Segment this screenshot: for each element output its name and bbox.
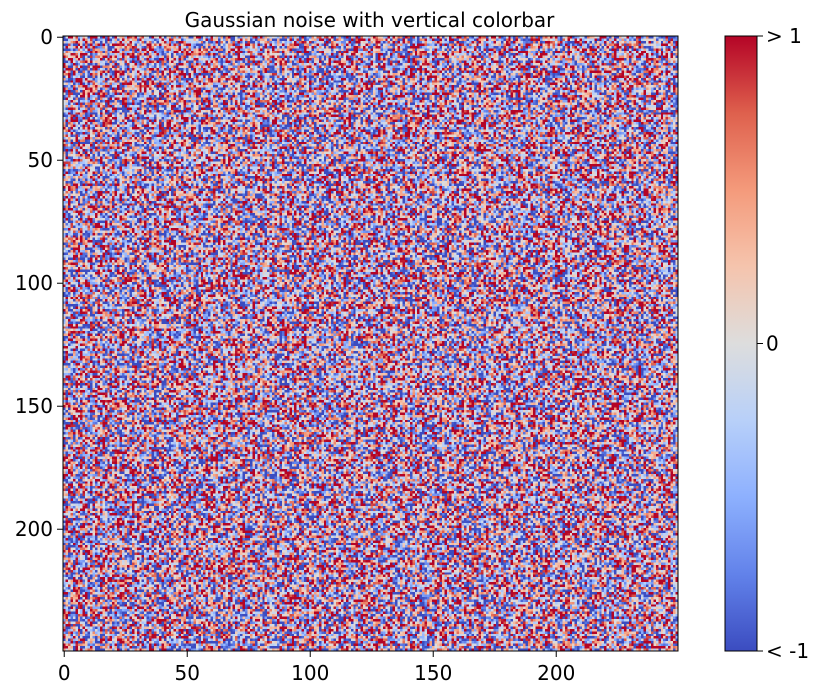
- plot-area: [62, 35, 679, 652]
- x-tick-label: 200: [537, 661, 575, 685]
- y-tick-label: 0: [40, 25, 53, 49]
- colorbar-tick-label: > 1: [766, 24, 802, 48]
- y-tick-label: 150: [15, 394, 53, 418]
- chart-title: Gaussian noise with vertical colorbar: [185, 8, 556, 32]
- colorbar-ticks: < -1 0 > 1: [757, 24, 809, 663]
- colorbar-tick-label: < -1: [766, 639, 809, 663]
- heatmap-image: [63, 36, 678, 651]
- x-axis: 0 50 100 150 200: [58, 651, 575, 685]
- colorbar-gradient: [725, 36, 757, 651]
- y-axis: 0 50 100 150 200: [15, 25, 63, 541]
- y-tick-label: 50: [28, 148, 53, 172]
- colorbar-tick-label: 0: [766, 332, 779, 356]
- colorbar: < -1 0 > 1: [724, 24, 809, 663]
- plot-frame: [62, 35, 679, 652]
- y-tick-label: 200: [15, 517, 53, 541]
- x-tick-label: 100: [291, 661, 329, 685]
- y-tick-label: 100: [15, 271, 53, 295]
- x-tick-label: 0: [58, 661, 71, 685]
- x-tick-label: 50: [175, 661, 200, 685]
- x-tick-label: 150: [414, 661, 452, 685]
